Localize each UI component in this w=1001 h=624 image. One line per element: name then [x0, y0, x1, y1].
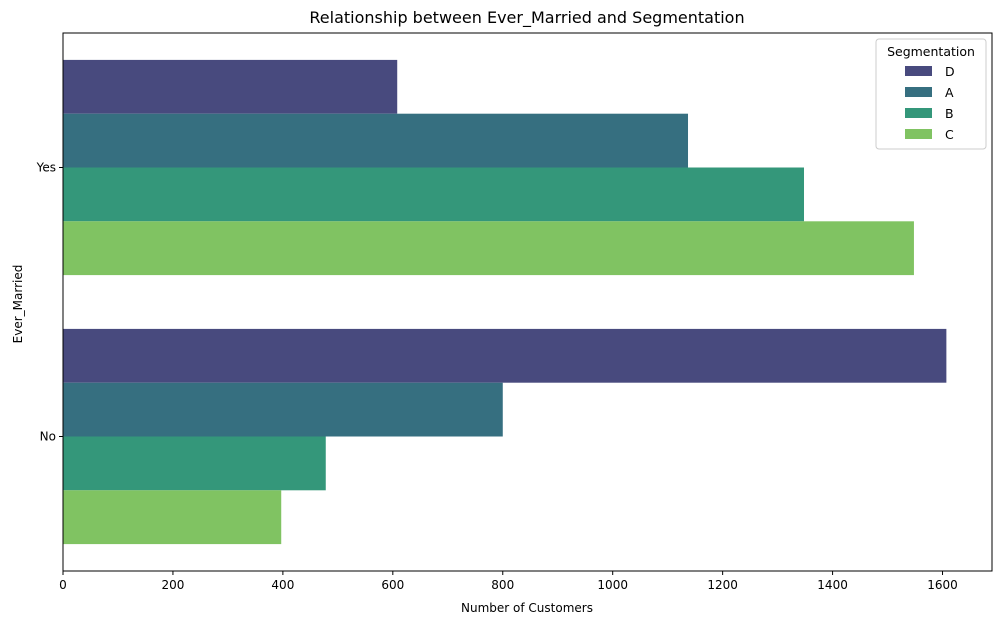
x-tick-label: 600: [381, 578, 404, 592]
bar-no-b: [63, 436, 326, 491]
x-tick-label: 0: [59, 578, 67, 592]
x-tick-label: 1600: [927, 578, 958, 592]
bar-no-d: [63, 328, 947, 383]
x-axis: 0 200 400 600 800 1000 1200 1400 1600: [59, 571, 958, 592]
legend-label-d: D: [945, 64, 955, 79]
legend-swatch-c: [905, 129, 932, 139]
bars-group: [63, 59, 947, 545]
x-axis-label: Number of Customers: [461, 601, 593, 615]
legend-swatch-a: [905, 87, 932, 97]
legend-label-a: A: [945, 85, 954, 100]
bar-no-c: [63, 490, 282, 545]
y-axis-label: Ever_Married: [11, 265, 25, 344]
y-axis: Yes No: [36, 161, 63, 444]
legend-title: Segmentation: [887, 44, 975, 59]
x-tick-label: 800: [491, 578, 514, 592]
legend-swatch-d: [905, 66, 932, 76]
y-tick-label-no: No: [40, 430, 56, 444]
x-tick-label: 1000: [597, 578, 628, 592]
plot-frame: [62, 32, 993, 572]
chart-title: Relationship between Ever_Married and Se…: [309, 8, 744, 28]
x-tick-label: 400: [271, 578, 294, 592]
legend-label-b: B: [945, 106, 954, 121]
legend-swatch-b: [905, 108, 932, 118]
legend-label-c: C: [945, 127, 954, 142]
bar-yes-b: [63, 167, 805, 222]
y-tick-label-yes: Yes: [36, 161, 56, 175]
bar-no-a: [63, 382, 503, 437]
x-tick-label: 1400: [817, 578, 848, 592]
x-tick-label: 200: [161, 578, 184, 592]
x-tick-label: 1200: [707, 578, 738, 592]
bar-yes-c: [63, 221, 914, 276]
bar-yes-d: [63, 59, 398, 114]
bar-yes-a: [63, 113, 689, 168]
